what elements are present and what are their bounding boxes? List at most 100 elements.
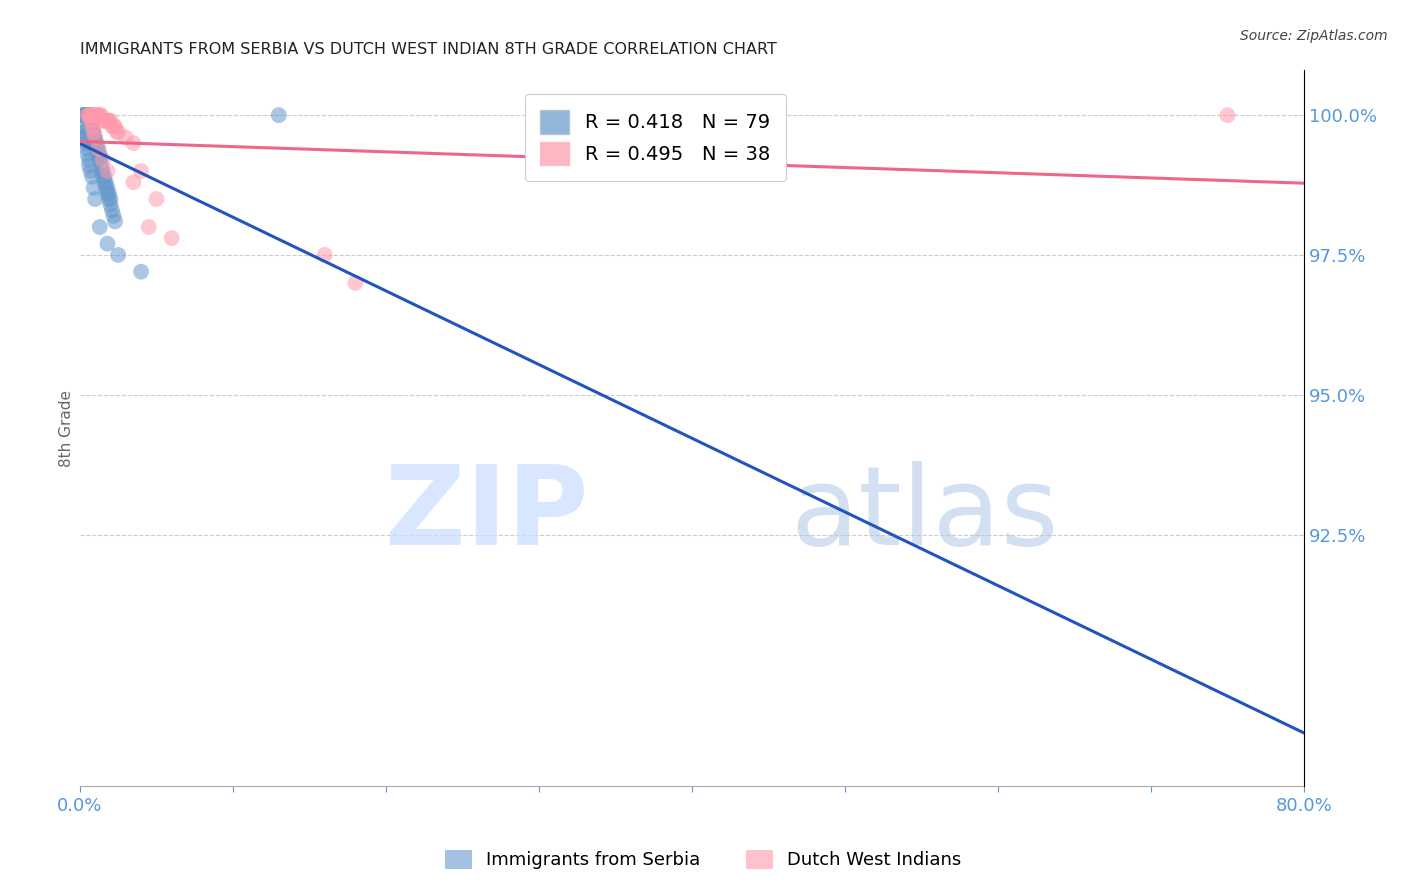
Point — [84, 130, 107, 145]
Point — [73, 108, 96, 122]
Point — [89, 153, 111, 167]
Point — [83, 108, 105, 122]
Point — [75, 108, 97, 122]
Point — [90, 164, 112, 178]
Point — [87, 147, 110, 161]
Point — [122, 136, 145, 150]
Point — [96, 181, 118, 195]
Point — [76, 108, 98, 122]
Point — [86, 142, 108, 156]
Y-axis label: 8th Grade: 8th Grade — [59, 390, 75, 467]
Point — [84, 108, 107, 122]
Point — [86, 108, 108, 122]
Point — [84, 136, 107, 150]
Point — [84, 136, 107, 150]
Point — [91, 169, 114, 184]
Point — [104, 120, 127, 134]
Point — [83, 181, 105, 195]
Point — [76, 108, 98, 122]
Point — [100, 192, 122, 206]
Point — [129, 265, 152, 279]
Point — [82, 120, 104, 134]
Point — [77, 108, 100, 122]
Point — [129, 164, 152, 178]
Point — [145, 192, 167, 206]
Point — [82, 108, 104, 122]
Point — [75, 130, 97, 145]
Point — [77, 108, 100, 122]
Point — [94, 181, 117, 195]
Legend: R = 0.418   N = 79, R = 0.495   N = 38: R = 0.418 N = 79, R = 0.495 N = 38 — [524, 95, 786, 181]
Point — [96, 236, 118, 251]
Point — [105, 125, 128, 139]
Point — [344, 276, 367, 290]
Point — [76, 147, 98, 161]
Point — [314, 248, 336, 262]
Point — [75, 108, 97, 122]
Point — [160, 231, 183, 245]
Point — [73, 130, 96, 145]
Point — [79, 113, 101, 128]
Point — [114, 130, 136, 145]
Point — [72, 108, 94, 122]
Point — [82, 120, 104, 134]
Point — [79, 113, 101, 128]
Point — [77, 108, 100, 122]
Point — [101, 203, 124, 218]
Point — [73, 108, 96, 122]
Point — [77, 113, 100, 128]
Point — [89, 108, 111, 122]
Point — [76, 108, 98, 122]
Point — [89, 147, 111, 161]
Point — [73, 108, 96, 122]
Point — [77, 159, 100, 173]
Point — [87, 108, 110, 122]
Point — [107, 125, 129, 139]
Point — [97, 192, 120, 206]
Point — [93, 175, 115, 189]
Point — [87, 142, 110, 156]
Point — [100, 197, 122, 211]
Point — [72, 120, 94, 134]
Point — [86, 136, 108, 150]
Text: atlas: atlas — [790, 460, 1059, 567]
Point — [75, 108, 97, 122]
Point — [82, 120, 104, 134]
Point — [96, 186, 118, 201]
Point — [82, 169, 104, 184]
Point — [73, 125, 96, 139]
Point — [94, 175, 117, 189]
Point — [79, 113, 101, 128]
Point — [75, 108, 97, 122]
Point — [90, 159, 112, 173]
Point — [90, 108, 112, 122]
Point — [96, 113, 118, 128]
Point — [87, 147, 110, 161]
Point — [83, 130, 105, 145]
Point — [84, 130, 107, 145]
Point — [138, 219, 160, 234]
Point — [75, 108, 97, 122]
Point — [122, 175, 145, 189]
Point — [79, 120, 101, 134]
Point — [76, 108, 98, 122]
Point — [83, 130, 105, 145]
Point — [73, 108, 96, 122]
Point — [82, 125, 104, 139]
Point — [79, 108, 101, 122]
Point — [1216, 108, 1239, 122]
Text: IMMIGRANTS FROM SERBIA VS DUTCH WEST INDIAN 8TH GRADE CORRELATION CHART: IMMIGRANTS FROM SERBIA VS DUTCH WEST IND… — [80, 42, 776, 57]
Point — [82, 125, 104, 139]
Point — [93, 113, 115, 128]
Point — [96, 164, 118, 178]
Point — [91, 153, 114, 167]
Point — [73, 108, 96, 122]
Point — [84, 192, 107, 206]
Point — [107, 248, 129, 262]
Point — [103, 209, 125, 223]
Point — [77, 153, 100, 167]
Point — [89, 219, 111, 234]
Point — [76, 108, 98, 122]
Point — [72, 108, 94, 122]
Point — [97, 186, 120, 201]
